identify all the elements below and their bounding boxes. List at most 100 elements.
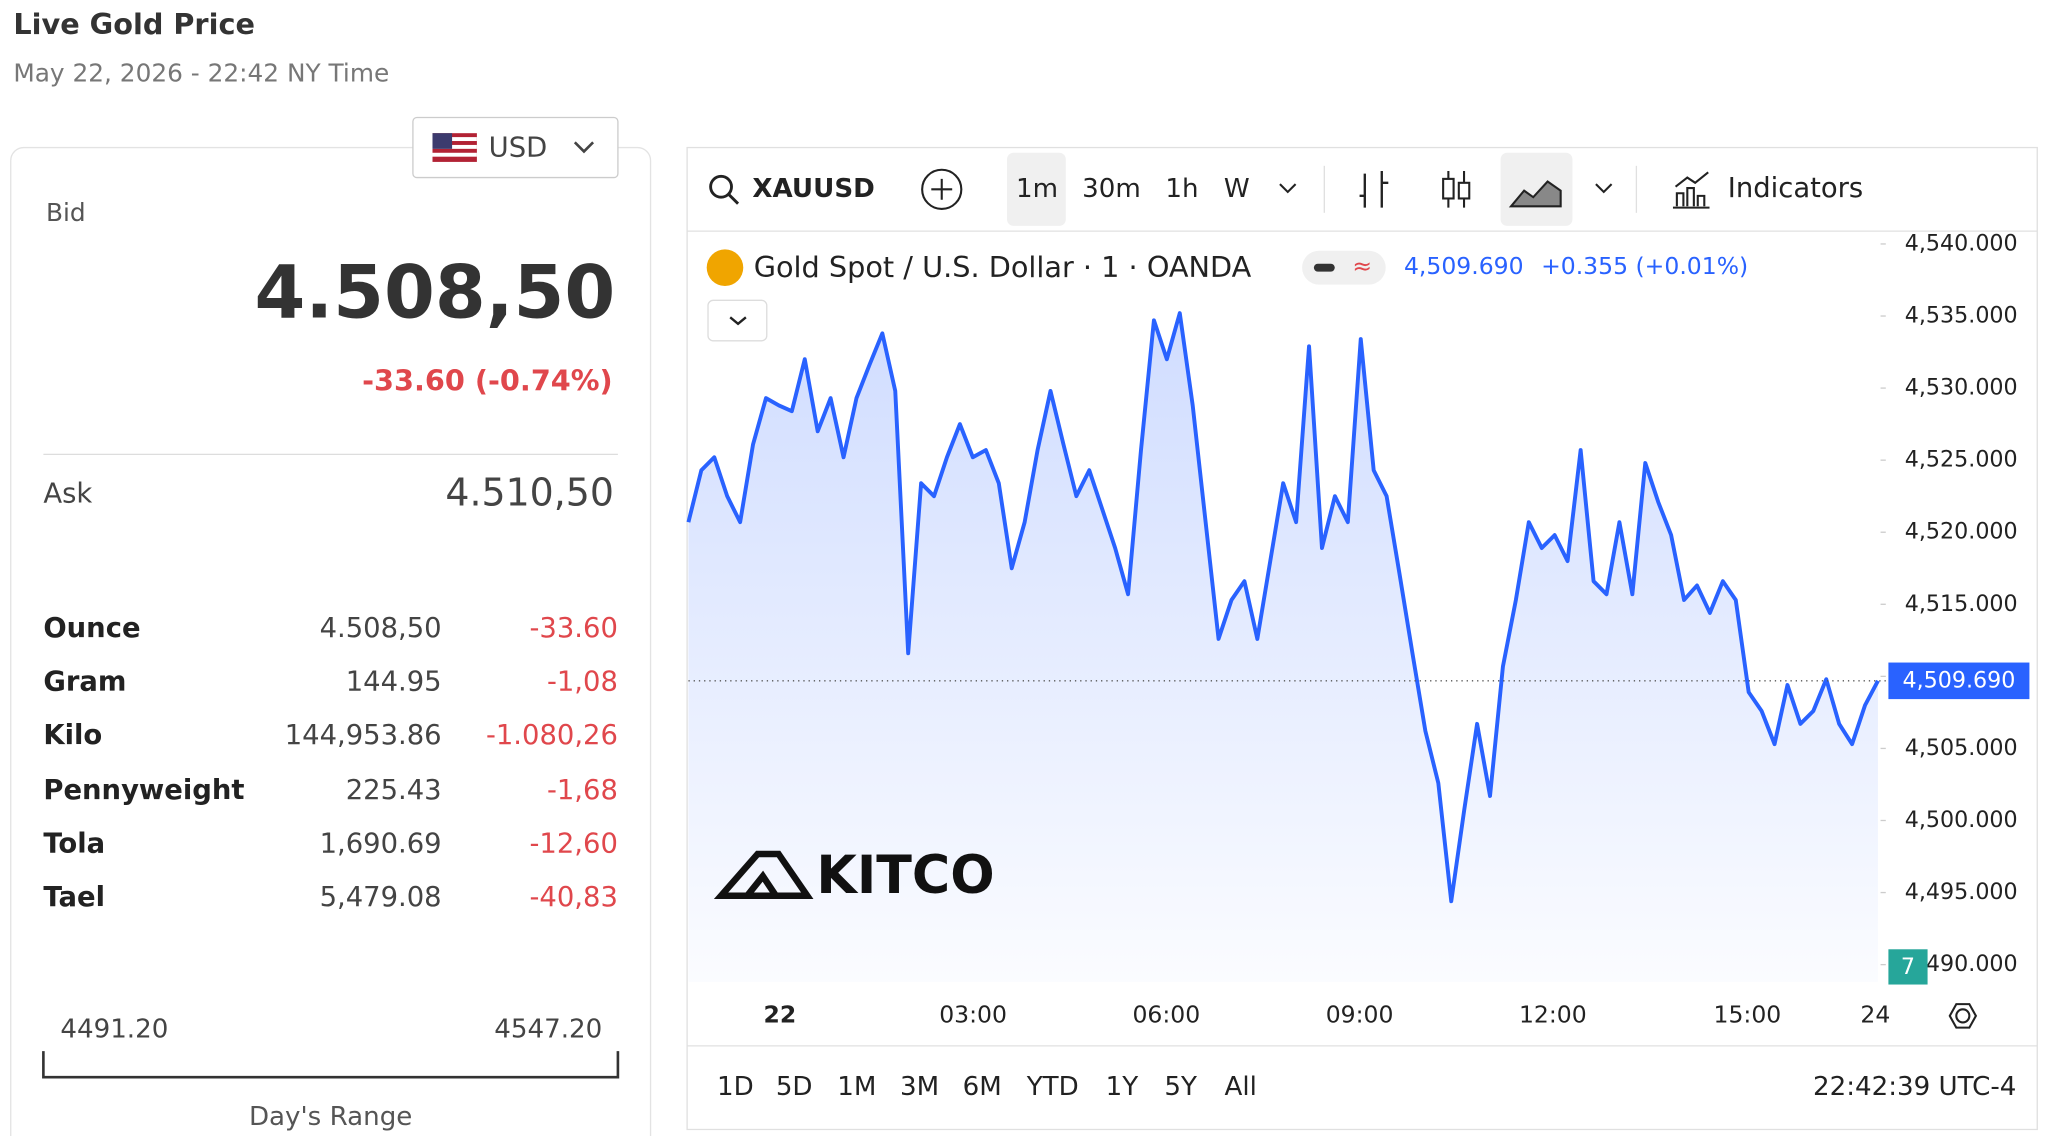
range-bar: [42, 1051, 620, 1079]
unit-change: -1,68: [547, 775, 618, 806]
unit-change: -40,83: [530, 882, 618, 913]
range-label: Day's Range: [249, 1102, 412, 1132]
chevron: [1279, 183, 1297, 194]
chevron: [729, 316, 747, 326]
x-tick-label: 12:00: [1519, 1000, 1587, 1028]
add-button[interactable]: [921, 168, 963, 210]
indicators-icon: [1672, 171, 1710, 209]
unit-change: -1.080,26: [486, 720, 618, 751]
bid-label: Bid: [46, 198, 86, 227]
x-tick-label: 15:00: [1714, 1000, 1782, 1028]
chart-title: Gold Spot / U.S. Dollar · 1 · OANDA: [754, 250, 1252, 284]
settings-icon: [1948, 1003, 1978, 1029]
ask-label: Ask: [43, 478, 92, 509]
currency: USD: [489, 132, 548, 163]
timestamp: May 22, 2026 - 22:42 NY Time: [13, 58, 389, 87]
ask: 4.510,50: [445, 470, 614, 514]
area: [688, 313, 1878, 982]
candle-icon: [1457, 181, 1471, 200]
collapse-button[interactable]: [707, 299, 768, 342]
y-tick-label: 4,500.000: [1905, 807, 2018, 833]
bid: 4.508,50: [255, 251, 616, 336]
unit-name: Gram: [43, 666, 126, 697]
symbol-logo: [706, 249, 744, 286]
plot: 4,490.0004,495.0004,500.0004,505.0004,51…: [686, 230, 2030, 1028]
unit-price: 144,953.86: [285, 720, 442, 751]
unit-name: Tael: [43, 882, 105, 913]
flag: [432, 133, 477, 162]
status-pill: [1302, 250, 1386, 285]
badge: [1888, 949, 1928, 985]
range-button[interactable]: YTD: [1026, 1072, 1079, 1102]
status-icon: ≈: [1352, 252, 1372, 280]
y-tick-label: 4,495.000: [1905, 879, 2018, 905]
y-tick-label: 4,525.000: [1905, 447, 2018, 473]
bars-icon[interactable]: [1359, 171, 1389, 208]
range-button[interactable]: 6M: [963, 1072, 1002, 1102]
range-button[interactable]: 3M: [900, 1072, 939, 1102]
x-tick-label: 09:00: [1326, 1000, 1394, 1028]
interval[interactable]: 1m: [1016, 174, 1058, 204]
range-button[interactable]: 5D: [776, 1072, 813, 1102]
last-price-box: [1888, 662, 2030, 700]
unit-name: Kilo: [43, 720, 102, 751]
interval[interactable]: 1h: [1165, 174, 1198, 204]
search-icon: [727, 193, 740, 205]
clock: 22:42:39 UTC-4: [1813, 1072, 2016, 1102]
settings-icon[interactable]: [1955, 1008, 1971, 1024]
unit-name: Ounce: [43, 613, 140, 644]
y-tick-label: 4,520.000: [1905, 519, 2018, 545]
unit-price: 225.43: [346, 775, 442, 806]
unit-price: 1,690.69: [320, 828, 442, 859]
title: Live Gold Price: [13, 7, 255, 41]
range-low: 4491.20: [60, 1015, 168, 1045]
symbol[interactable]: XAUUSD: [752, 174, 874, 204]
range-button[interactable]: All: [1225, 1072, 1257, 1102]
unit-price: 5,479.08: [320, 882, 442, 913]
unit-name: Pennyweight: [43, 775, 244, 806]
unit-change: -33.60: [530, 613, 618, 644]
price-card: [10, 146, 652, 1136]
last-price-label: 4,509.690: [1902, 667, 2015, 693]
x-tick-label: 03:00: [939, 1000, 1007, 1028]
x-tick-label: 24: [1860, 1000, 1890, 1028]
intervals: 1m 30m 1h W: [1016, 174, 1250, 204]
chevron: [573, 141, 595, 154]
status-icon: [1313, 263, 1335, 272]
x-tick-label: 22: [763, 1000, 796, 1028]
last-change: +0.355 (+0.01%): [1541, 252, 1748, 280]
currency-select[interactable]: [412, 116, 619, 179]
y-tick-label: 4,535.000: [1905, 303, 2018, 329]
area-active: [1500, 152, 1573, 226]
unit-change: -12,60: [530, 828, 618, 859]
y-tick-label: 4,540.000: [1905, 230, 2018, 256]
unit-change: -1,08: [547, 666, 618, 697]
price-line: [686, 311, 1880, 904]
range-button[interactable]: 5Y: [1164, 1072, 1197, 1102]
search-icon: [709, 174, 733, 199]
kitco-logo: KITCO: [713, 846, 995, 906]
area-icon[interactable]: [1508, 180, 1562, 208]
change: -33.60 (-0.74%): [362, 364, 613, 398]
range-button[interactable]: 1D: [717, 1072, 754, 1102]
interval-active: [1007, 152, 1066, 226]
candle-icon: [1442, 177, 1455, 200]
range-high: 4547.20: [494, 1015, 602, 1045]
logo-text: KITCO: [816, 846, 994, 906]
y-tick-label: 4,530.000: [1905, 375, 2018, 401]
last-price: 4,509.690: [1404, 252, 1524, 280]
range-button[interactable]: 1Y: [1106, 1072, 1139, 1102]
indicators[interactable]: Indicators: [1728, 173, 1863, 204]
interval[interactable]: W: [1224, 174, 1250, 204]
badge-text: 7: [1901, 954, 1915, 980]
x-tick-label: 06:00: [1132, 1000, 1200, 1028]
range-button[interactable]: 1M: [837, 1072, 876, 1102]
unit-name: Tola: [43, 828, 105, 859]
unit-price: 4.508,50: [320, 613, 442, 644]
add-icon: [931, 178, 953, 200]
unit-price: 144.95: [346, 666, 442, 697]
y-tick-label: 4,515.000: [1905, 591, 2018, 617]
interval[interactable]: 30m: [1082, 174, 1141, 204]
